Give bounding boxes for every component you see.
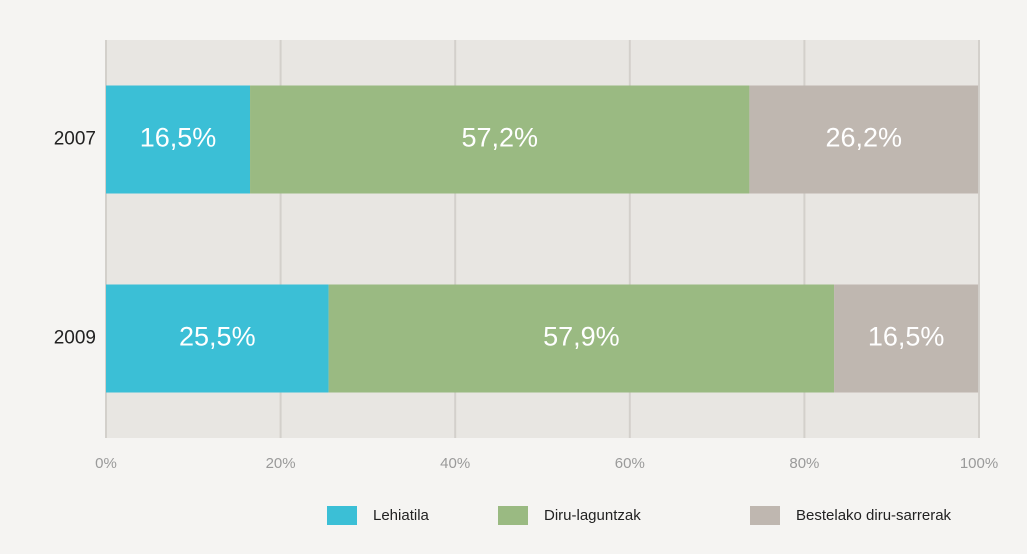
bar-segment <box>106 284 329 393</box>
legend-swatch <box>498 506 528 525</box>
legend-swatch <box>327 506 357 525</box>
bar-segment <box>106 85 251 194</box>
bar-segment <box>749 85 979 194</box>
legend-swatch <box>750 506 780 525</box>
bar-segment <box>250 85 750 194</box>
x-tick-label: 80% <box>789 455 819 472</box>
y-tick-label: 2007 <box>54 129 96 150</box>
data-label: 16,5% <box>868 322 945 352</box>
x-tick-label: 40% <box>440 455 470 472</box>
y-tick-label: 2009 <box>54 328 96 349</box>
data-label: 57,9% <box>543 322 620 352</box>
legend-label: Bestelako diru-sarrerak <box>796 507 952 524</box>
data-label: 26,2% <box>825 123 902 153</box>
legend-label: Lehiatila <box>373 507 430 524</box>
x-tick-label: 20% <box>266 455 296 472</box>
x-tick-label: 100% <box>960 455 998 472</box>
bar-segment <box>328 284 835 393</box>
bar-segment <box>834 284 979 393</box>
data-label: 25,5% <box>179 322 256 352</box>
data-label: 57,2% <box>461 123 538 153</box>
x-tick-label: 0% <box>95 455 117 472</box>
data-label: 16,5% <box>140 123 217 153</box>
x-tick-label: 60% <box>615 455 645 472</box>
legend-label: Diru-laguntzak <box>544 507 641 524</box>
